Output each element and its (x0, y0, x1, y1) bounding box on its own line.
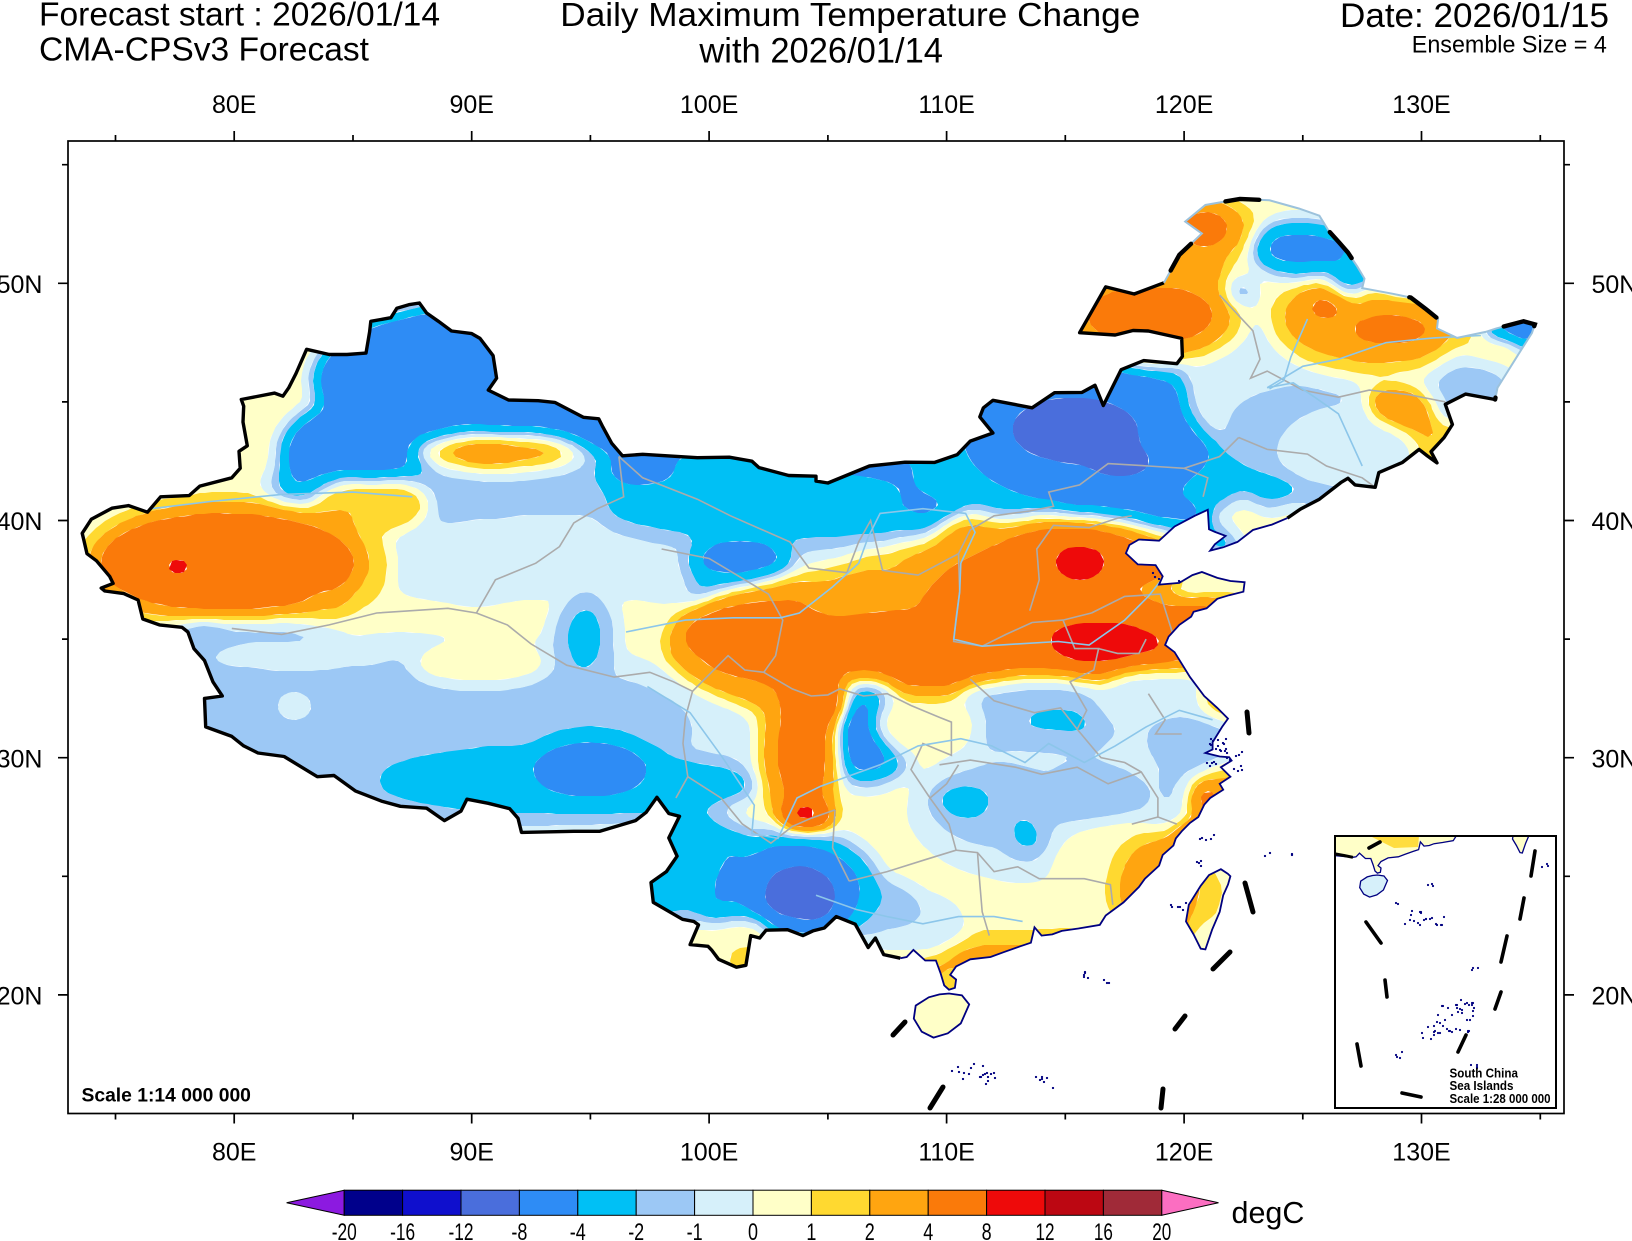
svg-text:-2: -2 (628, 1219, 644, 1241)
svg-text:20N: 20N (1592, 983, 1632, 1011)
svg-text:100E: 100E (680, 91, 738, 119)
svg-text:Scale 1:14 000 000: Scale 1:14 000 000 (82, 1086, 251, 1107)
svg-text:20N: 20N (0, 983, 43, 1011)
svg-text:110E: 110E (918, 91, 975, 119)
svg-text:Ensemble Size = 4: Ensemble Size = 4 (1412, 32, 1607, 59)
svg-text:Date: 2026/01/15: Date: 2026/01/15 (1340, 0, 1609, 35)
svg-text:-20: -20 (332, 1219, 357, 1241)
svg-text:Daily Maximum Temperature Chan: Daily Maximum Temperature Change (560, 0, 1140, 34)
svg-text:-16: -16 (390, 1219, 415, 1241)
svg-text:130E: 130E (1392, 91, 1450, 119)
svg-text:-1: -1 (687, 1219, 703, 1241)
svg-text:Scale 1:28 000 000: Scale 1:28 000 000 (1450, 1092, 1551, 1106)
svg-text:50N: 50N (1592, 271, 1632, 299)
svg-text:80E: 80E (212, 91, 256, 119)
svg-text:110E: 110E (918, 1139, 975, 1167)
svg-text:degC: degC (1232, 1196, 1305, 1230)
svg-text:40N: 40N (1592, 508, 1632, 536)
svg-text:Forecast start : 2026/01/14: Forecast start : 2026/01/14 (39, 0, 440, 33)
svg-text:2: 2 (865, 1219, 875, 1241)
svg-text:30N: 30N (1592, 745, 1632, 773)
svg-text:CMA-CPSv3 Forecast: CMA-CPSv3 Forecast (39, 31, 369, 68)
svg-text:-8: -8 (511, 1219, 527, 1241)
svg-text:50N: 50N (0, 271, 43, 299)
svg-text:20: 20 (1152, 1219, 1171, 1241)
svg-text:4: 4 (923, 1219, 933, 1241)
svg-text:130E: 130E (1392, 1139, 1450, 1167)
svg-text:16: 16 (1094, 1219, 1113, 1241)
svg-text:80E: 80E (212, 1139, 256, 1167)
svg-text:90E: 90E (449, 1139, 493, 1167)
svg-text:-12: -12 (449, 1219, 474, 1241)
svg-text:8: 8 (982, 1219, 992, 1241)
svg-text:120E: 120E (1155, 91, 1213, 119)
svg-text:40N: 40N (0, 508, 43, 536)
svg-text:100E: 100E (680, 1139, 738, 1167)
svg-text:1: 1 (806, 1219, 816, 1241)
svg-text:-4: -4 (570, 1219, 586, 1241)
svg-text:120E: 120E (1155, 1139, 1213, 1167)
svg-text:South China: South China (1450, 1066, 1519, 1080)
svg-text:90E: 90E (449, 91, 493, 119)
svg-text:Sea Islands: Sea Islands (1450, 1079, 1514, 1093)
svg-text:12: 12 (1036, 1219, 1055, 1241)
svg-text:30N: 30N (0, 745, 43, 773)
svg-text:with 2026/01/14: with 2026/01/14 (698, 31, 943, 70)
svg-text:0: 0 (748, 1219, 758, 1241)
